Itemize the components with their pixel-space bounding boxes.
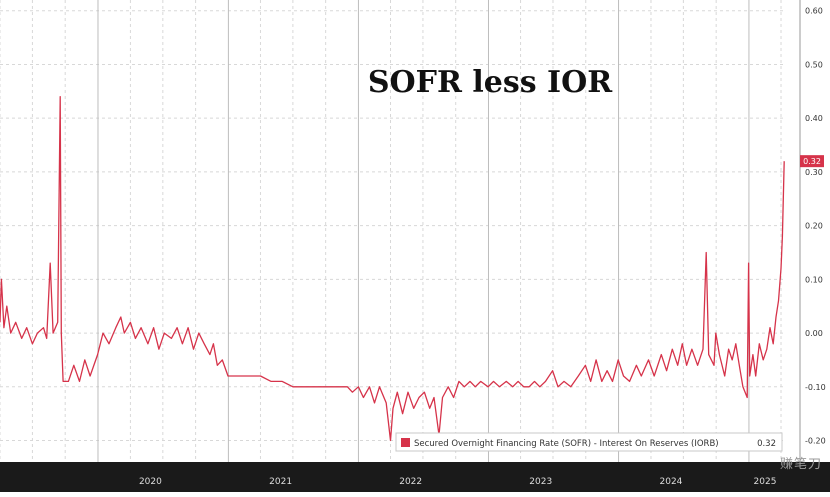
grid-layer (0, 0, 786, 462)
x-tick-label: 2025 (754, 477, 777, 487)
y-tick-label: 0.50 (805, 60, 823, 69)
x-tick-label: 2021 (269, 477, 292, 487)
y-tick-label: 0.30 (805, 168, 823, 177)
legend-series-label: Secured Overnight Financing Rate (SOFR) … (414, 439, 719, 449)
series-line-layer (0, 96, 785, 442)
chart-title: SOFR less IOR (368, 65, 613, 100)
legend-swatch (401, 438, 410, 447)
series-line (0, 96, 785, 442)
y-tick-label: 0.00 (805, 329, 823, 338)
watermark-text: 赚笔刀 (779, 457, 822, 472)
last-value-label: 0.32 (803, 157, 821, 166)
last-value-tag (800, 155, 824, 168)
x-tick-label: 2022 (399, 477, 422, 487)
x-axis-band (0, 462, 830, 492)
x-tick-label: 2020 (139, 477, 162, 487)
y-tick-label: -0.20 (805, 437, 826, 446)
x-tick-label: 2023 (529, 477, 552, 487)
legend: Secured Overnight Financing Rate (SOFR) … (395, 432, 783, 452)
y-tick-label: 0.40 (805, 114, 823, 123)
x-tick-label: 2024 (660, 477, 683, 487)
y-tick-label: 0.10 (805, 275, 823, 284)
y-tick-label: 0.20 (805, 222, 823, 231)
y-tick-label: -0.10 (805, 383, 826, 392)
legend-value: 0.32 (757, 439, 776, 449)
y-tick-label: 0.60 (805, 7, 823, 16)
